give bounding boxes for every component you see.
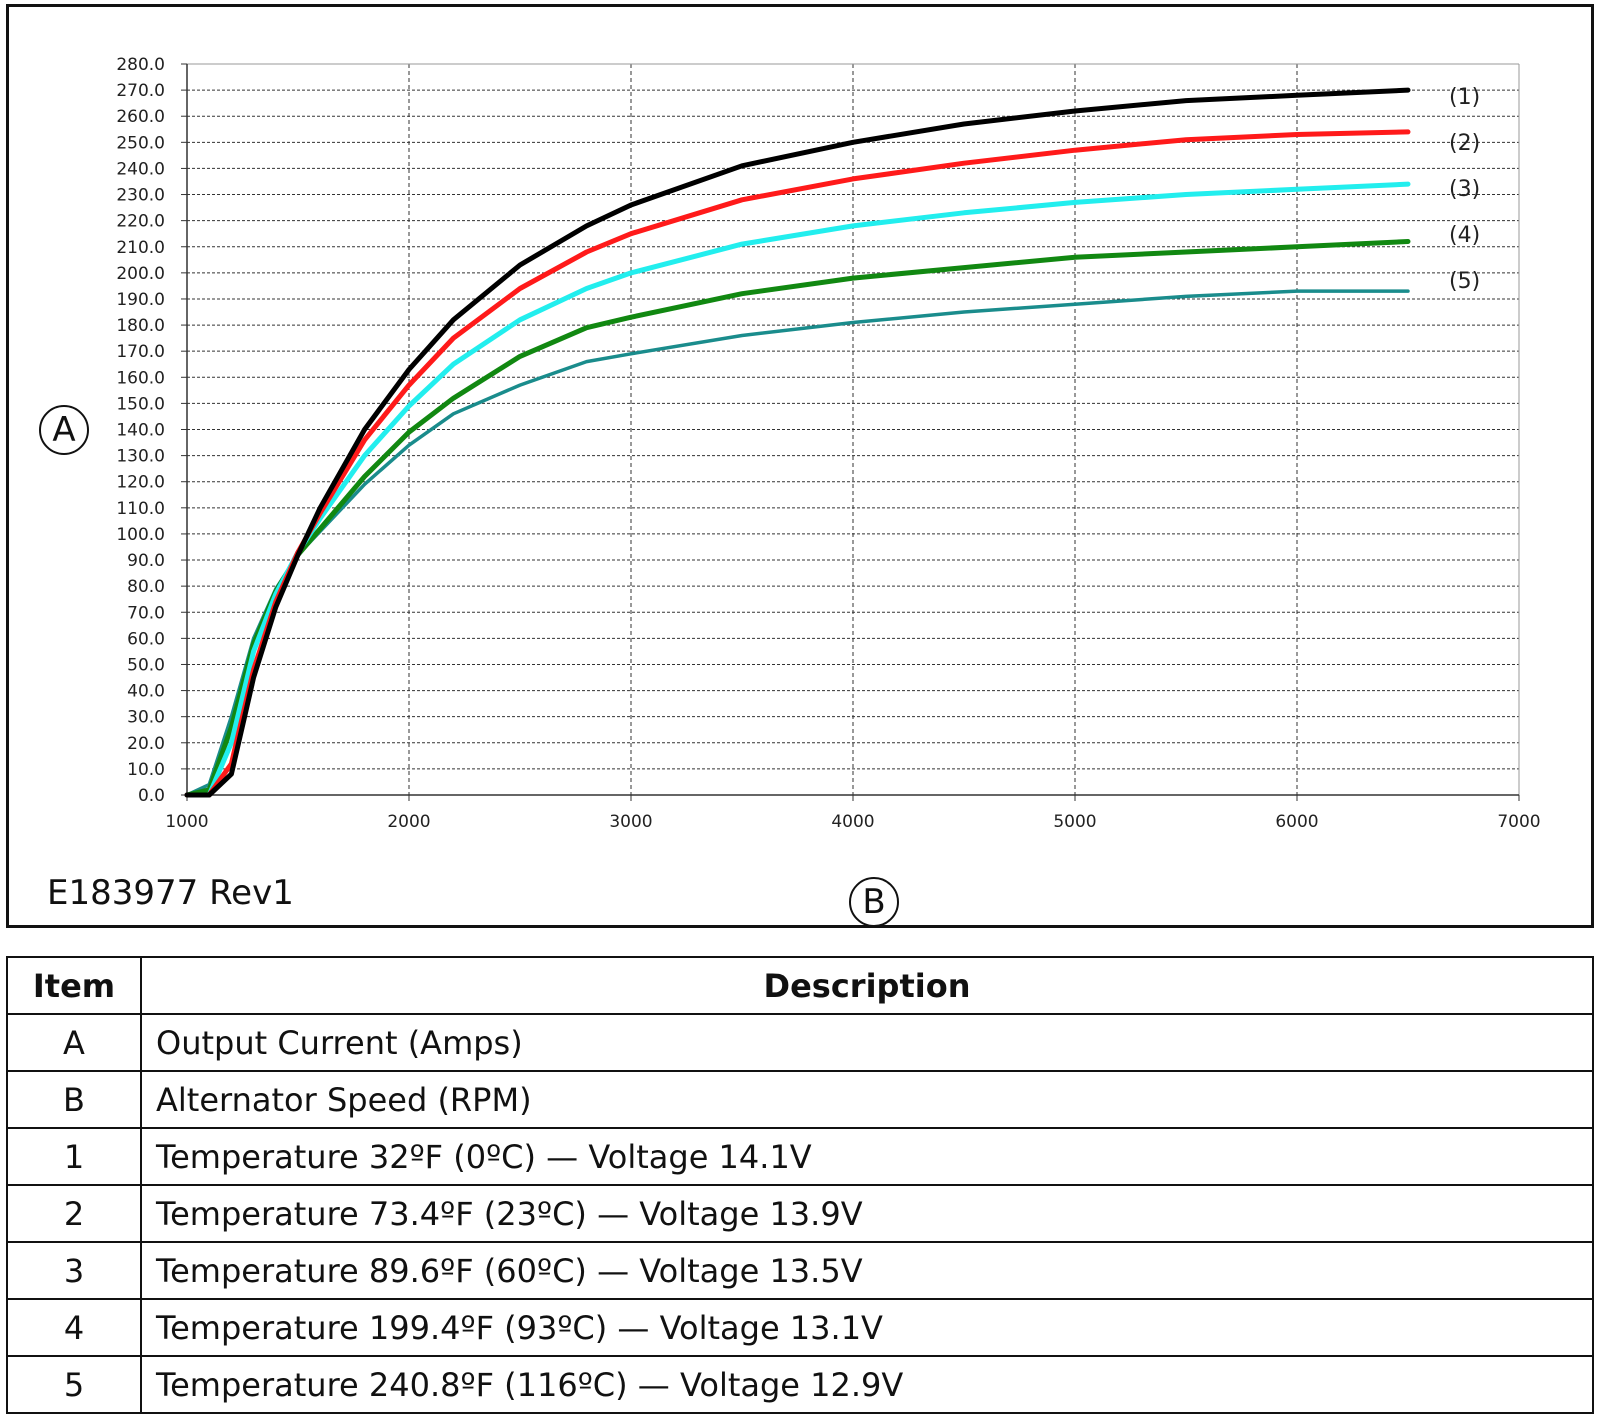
series-line-2 (184, 129, 1411, 798)
description-header: Description (140, 956, 1594, 1015)
item-cell: 5 (6, 1355, 142, 1414)
y-tick-label: 280.0 (116, 55, 165, 75)
x-tick-label: 1000 (165, 812, 208, 832)
y-tick-label: 240.0 (116, 159, 165, 179)
description-cell: Alternator Speed (RPM) (140, 1070, 1594, 1129)
y-axis-marker: A (39, 405, 89, 455)
table-row: 5 Temperature 240.8ºF (116ºC) — Voltage … (6, 1355, 1594, 1414)
x-tick-label: 3000 (609, 812, 652, 832)
x-tick-label: 2000 (387, 812, 430, 832)
y-tick-label: 60.0 (127, 629, 165, 649)
table-header-row: Item Description (6, 956, 1594, 1015)
legend-table: Item Description A Output Current (Amps)… (6, 956, 1594, 1414)
y-tick-label: 160.0 (116, 368, 165, 388)
y-tick-label: 130.0 (116, 447, 165, 467)
y-tick-label: 70.0 (127, 603, 165, 623)
y-tick-label: 50.0 (127, 655, 165, 675)
x-tick-label: 7000 (1497, 812, 1540, 832)
x-tick-label: 6000 (1275, 812, 1318, 832)
series-label-5: (5) (1449, 269, 1480, 294)
series-label-4: (4) (1449, 223, 1480, 248)
description-cell: Temperature 89.6ºF (60ºC) — Voltage 13.5… (140, 1241, 1594, 1300)
figure-id: E183977 Rev1 (47, 873, 294, 913)
y-tick-label: 80.0 (127, 577, 165, 597)
series-label-3: (3) (1449, 177, 1480, 202)
item-cell: A (6, 1013, 142, 1072)
description-cell: Output Current (Amps) (140, 1013, 1594, 1072)
table-row: B Alternator Speed (RPM) (6, 1070, 1594, 1129)
item-header: Item (6, 956, 142, 1015)
series-label-2: (2) (1449, 131, 1480, 156)
description-cell: Temperature 199.4ºF (93ºC) — Voltage 13.… (140, 1298, 1594, 1357)
y-tick-label: 270.0 (116, 81, 165, 101)
y-tick-label: 250.0 (116, 133, 165, 153)
series-label-1: (1) (1449, 85, 1480, 110)
x-tick-label: 5000 (1053, 812, 1096, 832)
item-cell: 3 (6, 1241, 142, 1300)
y-tick-label: 90.0 (127, 551, 165, 571)
y-tick-label: 0.0 (138, 786, 165, 806)
series-line-5 (185, 289, 1410, 797)
y-tick-label: 120.0 (116, 473, 165, 493)
table-row: 3 Temperature 89.6ºF (60ºC) — Voltage 13… (6, 1241, 1594, 1300)
x-axis-marker: B (849, 877, 899, 927)
table-row: 1 Temperature 32ºF (0ºC) — Voltage 14.1V (6, 1127, 1594, 1186)
item-cell: B (6, 1070, 142, 1129)
description-cell: Temperature 73.4ºF (23ºC) — Voltage 13.9… (140, 1184, 1594, 1243)
y-tick-label: 260.0 (116, 107, 165, 127)
table-row: A Output Current (Amps) (6, 1013, 1594, 1072)
y-tick-label: 40.0 (127, 682, 165, 702)
y-tick-label: 30.0 (127, 708, 165, 728)
description-cell: Temperature 32ºF (0ºC) — Voltage 14.1V (140, 1127, 1594, 1186)
y-tick-label: 210.0 (116, 238, 165, 258)
series-line-4 (184, 239, 1411, 798)
chart-figure: 0.0 10.0 20.0 30.0 40.0 50.0 60.0 70.0 80.0 90.0 1… (6, 4, 1594, 928)
y-tick-label: 230.0 (116, 186, 165, 206)
y-tick-label: 180.0 (116, 316, 165, 336)
item-cell: 2 (6, 1184, 142, 1243)
y-tick-label: 200.0 (116, 264, 165, 284)
description-cell: Temperature 240.8ºF (116ºC) — Voltage 12… (140, 1355, 1594, 1414)
series-line-1 (184, 87, 1411, 798)
table-row: 4 Temperature 199.4ºF (93ºC) — Voltage 1… (6, 1298, 1594, 1357)
y-tick-label: 100.0 (116, 525, 165, 545)
y-tick-label: 10.0 (127, 760, 165, 780)
item-cell: 4 (6, 1298, 142, 1357)
series-line-3 (184, 181, 1411, 798)
y-tick-label: 190.0 (116, 290, 165, 310)
y-tick-label: 20.0 (127, 734, 165, 754)
y-tick-label: 110.0 (116, 499, 165, 519)
table-row: 2 Temperature 73.4ºF (23ºC) — Voltage 13… (6, 1184, 1594, 1243)
y-tick-label: 220.0 (116, 212, 165, 232)
item-cell: 1 (6, 1127, 142, 1186)
x-tick-label: 4000 (831, 812, 874, 832)
y-tick-label: 140.0 (116, 421, 165, 441)
y-tick-label: 170.0 (116, 342, 165, 362)
y-tick-label: 150.0 (116, 394, 165, 414)
chart-svg: 0.0 10.0 20.0 30.0 40.0 50.0 60.0 70.0 80.0 90.0 1… (116, 55, 1540, 832)
